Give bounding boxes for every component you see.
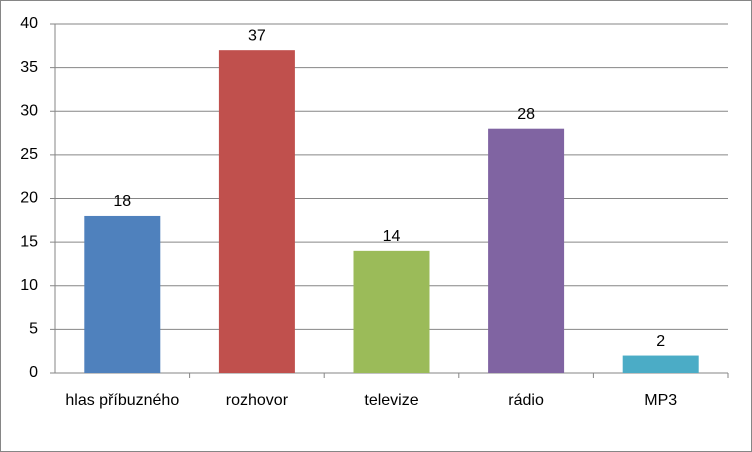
data-label: 14 <box>383 228 401 245</box>
y-tick-label: 0 <box>29 364 38 381</box>
bar <box>488 128 565 373</box>
bar <box>218 50 295 374</box>
data-label: 37 <box>248 27 266 44</box>
x-tick-label: televize <box>364 392 419 409</box>
data-label: 2 <box>656 333 665 350</box>
y-tick-label: 20 <box>20 190 38 207</box>
bar <box>622 355 699 373</box>
y-tick-label: 30 <box>20 102 38 119</box>
y-tick-label: 10 <box>20 277 38 294</box>
x-tick-label: MP3 <box>644 392 678 409</box>
y-tick-label: 40 <box>20 15 38 32</box>
x-tick-label: hlas příbuzného <box>65 392 180 409</box>
data-label: 18 <box>113 193 131 210</box>
data-label: 28 <box>517 106 535 123</box>
y-tick-label: 25 <box>20 146 38 163</box>
y-tick-label: 15 <box>20 233 38 250</box>
bar <box>84 215 161 373</box>
x-tick-label: rádio <box>508 392 544 409</box>
y-tick-label: 5 <box>29 321 38 338</box>
x-tick-label: rozhovor <box>225 392 289 409</box>
y-tick-label: 35 <box>20 59 38 76</box>
bar <box>353 250 430 373</box>
